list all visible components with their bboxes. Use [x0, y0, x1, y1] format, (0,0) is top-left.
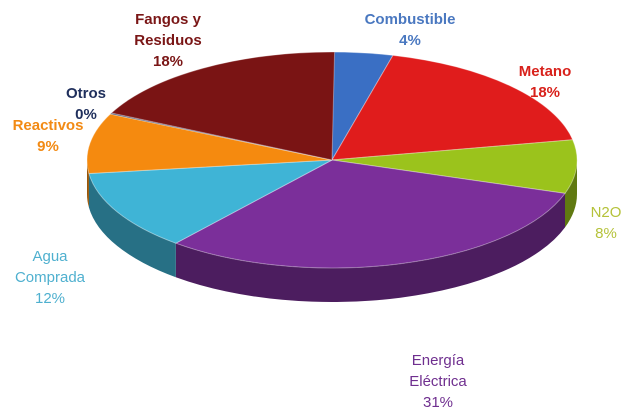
slice-label-reactivos: Reactivos 9%	[13, 117, 84, 155]
pie-slice-agua-comprada	[88, 159, 333, 244]
slice-label-fangos-y-residuos: Fangos y Residuos 18%	[134, 11, 202, 70]
pie-side-reactivos	[87, 160, 89, 208]
slice-label-combustible: Combustible 4%	[365, 11, 456, 49]
pie-slice-metano	[331, 54, 574, 161]
slice-category-label: Reactivos	[13, 117, 84, 134]
pie-side-energia-electrica	[175, 193, 566, 302]
slice-category-label: Eléctrica	[409, 373, 467, 390]
slice-category-label: Combustible	[365, 11, 456, 28]
slice-value-label: 18%	[153, 53, 183, 70]
pie-slice-reactivos	[86, 113, 333, 175]
pie-slice-otros	[109, 112, 333, 161]
slice-value-label: 4%	[399, 32, 421, 49]
pie-slice-energia-electrica	[174, 159, 566, 269]
slice-value-label: 12%	[35, 290, 65, 307]
pie-slice-combustible	[331, 51, 394, 162]
slice-category-label: Residuos	[134, 32, 202, 49]
pie-slices	[86, 51, 578, 269]
slice-value-label: 9%	[37, 138, 59, 155]
slice-category-label: Otros	[66, 85, 106, 102]
slice-value-label: 31%	[423, 394, 453, 411]
slice-category-label: Metano	[519, 63, 572, 80]
slice-category-label: Agua	[32, 248, 68, 265]
slice-value-label: 18%	[530, 84, 560, 101]
pie-slice-n2o	[331, 139, 578, 194]
slice-label-energia-electrica: Energía Eléctrica 31%	[409, 352, 467, 411]
slice-category-label: Fangos y	[135, 11, 202, 28]
slice-value-label: 8%	[595, 225, 617, 242]
slice-label-metano: Metano 18%	[519, 63, 572, 101]
slice-label-otros: Otros 0%	[66, 85, 106, 123]
slice-value-label: 0%	[75, 106, 97, 123]
pie-side-agua-comprada	[88, 173, 176, 278]
slice-category-label: Energía	[412, 352, 465, 369]
pie-labels: Combustible4%Metano18%N2O8%EnergíaEléctr…	[13, 11, 622, 411]
slice-label-agua-comprada: Agua Comprada 12%	[15, 248, 86, 307]
pie-slice-fangos-y-residuos	[110, 51, 336, 161]
slice-category-label: N2O	[591, 204, 622, 221]
slice-category-label: Comprada	[15, 269, 86, 286]
